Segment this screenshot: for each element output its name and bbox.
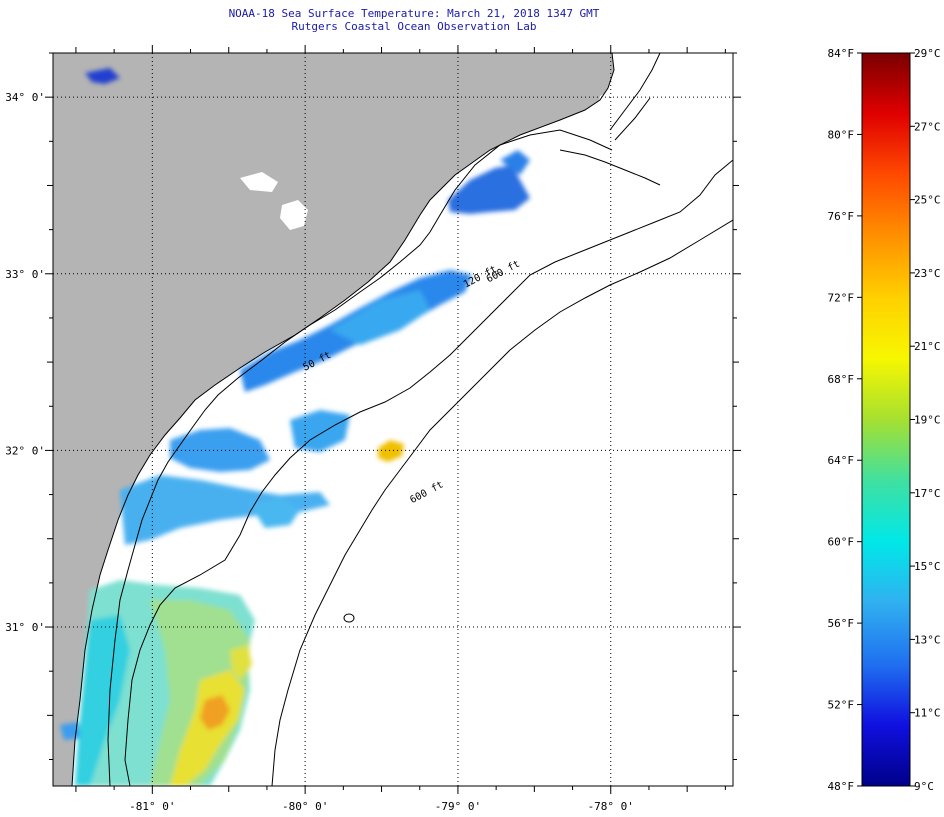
land-mass bbox=[53, 53, 614, 786]
colorbar-f-label: 84°F bbox=[828, 47, 855, 60]
map-subtitle: Rutgers Coastal Ocean Observation Lab bbox=[291, 20, 537, 33]
colorbar-f-label: 76°F bbox=[828, 210, 855, 223]
isobath-120ft bbox=[124, 159, 733, 786]
colorbar-c-label: 23°C bbox=[914, 267, 941, 280]
cloud-mask-north bbox=[598, 90, 620, 122]
colorbar-fahrenheit-labels: 84°F 80°F 76°F 72°F 68°F 64°F 60°F 56°F 52°F 48°F bbox=[828, 47, 855, 793]
colorbar-celsius-labels: 29°C 27°C 25°C 23°C 21°C 19°C 17°C 15°C 13°C 11°C… bbox=[914, 47, 941, 793]
sst-patches bbox=[60, 68, 530, 786]
latitude-labels: 34° 0' 33° 0' 32° 0' 31° 0' bbox=[5, 91, 45, 634]
colorbar-c-label: 11°C bbox=[914, 707, 941, 720]
cloud-mask-inland bbox=[280, 200, 308, 230]
lon-label: -80° 0' bbox=[282, 800, 328, 813]
colorbar-c-label: 27°C bbox=[914, 120, 941, 133]
colorbar-c-label: 13°C bbox=[914, 633, 941, 646]
colorbar-c-label: 15°C bbox=[914, 560, 941, 573]
longitude-labels: -81° 0' -80° 0' -79° 0' -78° 0' bbox=[129, 800, 634, 813]
lat-label: 31° 0' bbox=[5, 621, 45, 634]
coastline bbox=[71, 53, 615, 786]
lat-label: 33° 0' bbox=[5, 268, 45, 281]
colorbar bbox=[861, 52, 911, 787]
colorbar-f-label: 48°F bbox=[828, 780, 855, 793]
lon-label: -81° 0' bbox=[129, 800, 175, 813]
colorbar-c-label: 19°C bbox=[914, 414, 941, 427]
colorbar-c-label: 17°C bbox=[914, 487, 941, 500]
colorbar-c-label: 25°C bbox=[914, 194, 941, 207]
colorbar-f-label: 52°F bbox=[828, 699, 855, 712]
lon-label: -78° 0' bbox=[588, 800, 634, 813]
isobath-50ft bbox=[107, 129, 613, 786]
outer-banks bbox=[609, 53, 661, 141]
colorbar-f-label: 56°F bbox=[828, 617, 855, 630]
lat-lon-grid bbox=[53, 53, 733, 786]
isobath-600ft bbox=[271, 219, 733, 786]
lat-label: 32° 0' bbox=[5, 444, 45, 457]
colorbar-f-label: 80°F bbox=[828, 128, 855, 141]
colorbar-f-label: 68°F bbox=[828, 373, 855, 386]
colorbar-c-label: 9°C bbox=[914, 780, 934, 793]
map-title: NOAA-18 Sea Surface Temperature: March 2… bbox=[228, 7, 600, 20]
isobath-label: 600 ft bbox=[408, 479, 445, 506]
frame-ticks bbox=[45, 45, 741, 794]
lat-label: 34° 0' bbox=[5, 91, 45, 104]
colorbar-ticks bbox=[857, 52, 915, 787]
colorbar-c-label: 29°C bbox=[914, 47, 941, 60]
colorbar-c-label: 21°C bbox=[914, 340, 941, 353]
lon-label: -79° 0' bbox=[435, 800, 481, 813]
colorbar-f-label: 64°F bbox=[828, 454, 855, 467]
map-frame bbox=[52, 52, 734, 787]
colorbar-f-label: 72°F bbox=[828, 291, 855, 304]
colorbar-f-label: 60°F bbox=[828, 536, 855, 549]
cloud-mask-inland-2 bbox=[240, 172, 278, 192]
seamount-contour bbox=[343, 613, 355, 623]
isobath-label: 600 ft bbox=[485, 259, 522, 286]
pamlico-shore bbox=[559, 149, 661, 186]
